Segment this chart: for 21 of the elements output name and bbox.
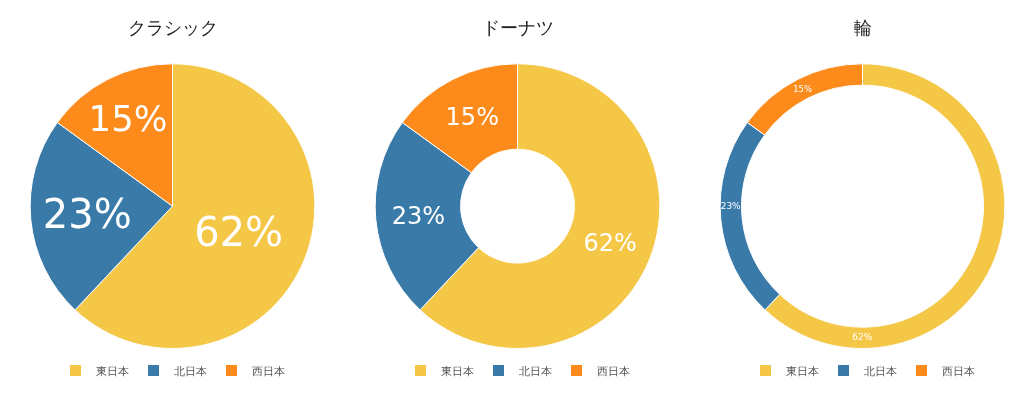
data-label: 23%: [720, 201, 742, 212]
legend-label: 北日本: [863, 362, 897, 378]
chart-title: ドーナツ: [481, 16, 554, 38]
data-label: 62%: [194, 209, 284, 256]
data-label: 15%: [445, 103, 499, 132]
data-label: 15%: [88, 98, 168, 140]
data-label: 23%: [391, 201, 445, 230]
data-label: 23%: [42, 191, 132, 238]
legend-label: 西日本: [251, 362, 285, 378]
legend-label: 東日本: [785, 362, 819, 378]
legend-label: 西日本: [596, 362, 630, 378]
legend-label: 北日本: [518, 362, 552, 378]
data-label: 15%: [793, 83, 812, 94]
data-label: 62%: [583, 228, 637, 257]
legend-label: 東日本: [95, 362, 129, 378]
legend-label: 西日本: [941, 362, 975, 378]
legend-label: 東日本: [440, 362, 474, 378]
chart-title: クラシック: [127, 16, 218, 38]
legend-label: 北日本: [173, 362, 207, 378]
data-label: 62%: [852, 332, 873, 343]
chart-title: 輪: [853, 16, 872, 38]
